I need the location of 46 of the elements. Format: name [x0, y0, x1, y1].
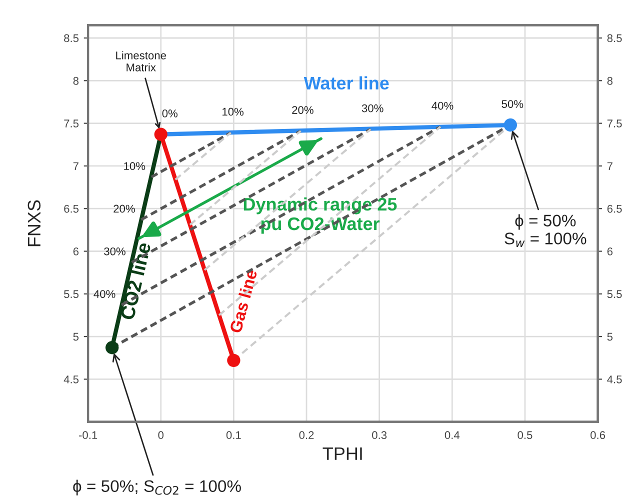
annotation: ϕ = 50% S$_{w}$ = 100% — [504, 214, 586, 247]
y-tick-label: 6 — [73, 248, 79, 256]
x-axis-title: TPHI — [322, 447, 362, 460]
x-tick-label: 0.5 — [518, 431, 532, 440]
y2-tick-label: 4.5 — [607, 376, 622, 384]
x-tick-label: 0.1 — [226, 431, 241, 440]
y2-tick-label: 6.5 — [607, 204, 622, 213]
annotation: Limestone Matrix — [116, 51, 166, 72]
point — [227, 354, 240, 368]
x-tick-label: 0.3 — [372, 431, 387, 440]
y2-tick-label: 8.5 — [607, 34, 622, 42]
y-tick-label: 7.5 — [64, 120, 79, 128]
y-tick-label: 4.5 — [64, 376, 79, 384]
annotation: 40% — [94, 290, 116, 298]
x-tick-label: -0.1 — [78, 431, 98, 440]
annotation: 30% — [362, 104, 384, 112]
annotation: 40% — [432, 102, 454, 110]
y2-tick-label: 7 — [607, 162, 612, 170]
x-tick-label: 0 — [158, 431, 164, 440]
text: Water line — [304, 76, 389, 90]
annotation: 20% — [292, 106, 314, 114]
x-tick-label: 0.2 — [299, 431, 314, 440]
y-tick-label: 5.5 — [64, 290, 79, 298]
x-tick-label: 0.4 — [444, 431, 460, 440]
y-tick-label: 6.5 — [64, 204, 79, 213]
annotation: ϕ = 50%; S$_{CO2}$ = 100% — [73, 480, 241, 496]
y2-tick-label: 5 — [607, 332, 613, 341]
y2-tick-label: 6 — [607, 248, 613, 256]
annotation: 10% — [124, 162, 146, 170]
y-tick-label: 5 — [73, 332, 79, 341]
point — [154, 128, 168, 141]
annotation: 50% — [502, 100, 524, 108]
annotation: 0% — [162, 110, 178, 118]
annotation: 30% — [104, 247, 126, 256]
y2-tick-label: 7.5 — [607, 120, 622, 128]
y2-tick-label: 5.5 — [607, 290, 622, 298]
annotation: 20% — [114, 204, 135, 213]
annotation: 10% — [222, 108, 244, 116]
x-tick-label: 0.6 — [590, 431, 606, 440]
point — [105, 341, 119, 354]
y2-tick-label: 8 — [607, 76, 613, 85]
y-tick-label: 8 — [73, 76, 79, 85]
y-tick-label: 8.5 — [64, 34, 79, 42]
y-tick-label: 7 — [73, 162, 78, 170]
y-axis-title: FNXS — [28, 200, 41, 246]
point — [504, 118, 518, 132]
